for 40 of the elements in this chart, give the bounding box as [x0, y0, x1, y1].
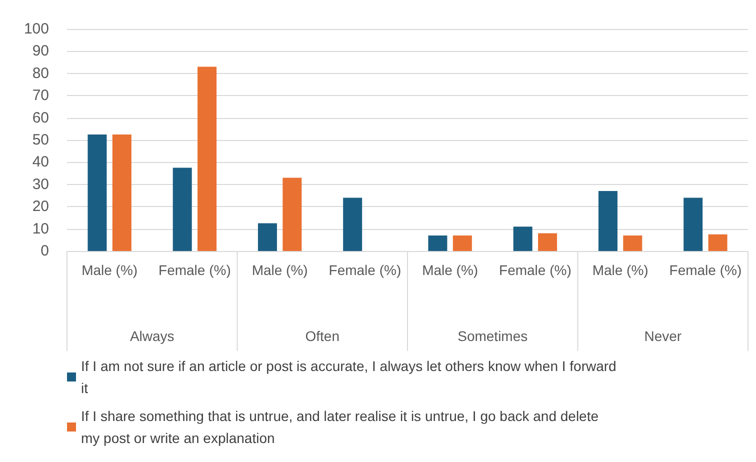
y-tick-label: 10 [32, 220, 49, 238]
y-tick-label: 80 [32, 64, 49, 82]
x-tick-label: Female (%) [158, 262, 231, 278]
y-tick-label: 100 [24, 20, 49, 38]
y-tick-label: 50 [32, 132, 49, 148]
bar [172, 168, 192, 251]
bar [513, 226, 532, 251]
bar [88, 134, 107, 251]
bar [282, 178, 302, 251]
y-tick-label: 60 [32, 109, 49, 126]
x-tick-label: Male (%) [592, 262, 648, 278]
text: Always [130, 328, 174, 344]
x-tick-label: Male (%) [252, 262, 308, 278]
legend-label: If I am not sure if an article or post is accurate, I always let others know when I forward it [81, 358, 620, 396]
bar [452, 235, 472, 251]
text: Often [305, 328, 340, 344]
legend-label: If I share something that is untrue, and later realise it is untrue, I go back and delete my post or write an explanation [81, 408, 602, 446]
bar [198, 66, 217, 251]
x-tick-label: Female (%) [669, 262, 742, 278]
y-tick-label: 70 [32, 87, 49, 104]
bar [598, 191, 618, 251]
bar [258, 223, 277, 251]
bar [708, 234, 728, 251]
x-tick-label: Female (%) [499, 262, 572, 278]
x-tick-label: Male (%) [82, 262, 138, 278]
bar [538, 233, 558, 251]
bar [343, 198, 362, 251]
bar [684, 198, 703, 251]
y-tick-label: 20 [32, 198, 49, 216]
x-tick-label: Female (%) [328, 262, 402, 278]
x-tick-label: Male (%) [422, 262, 478, 278]
text: Never [644, 328, 682, 344]
bar [112, 134, 132, 251]
y-tick-label: 90 [32, 42, 49, 60]
bar [623, 235, 642, 251]
y-tick-label: 0 [40, 242, 49, 260]
text: Sometimes [458, 328, 528, 344]
y-tick-label: 30 [32, 176, 49, 193]
bar [428, 235, 448, 251]
y-tick-label: 40 [32, 154, 49, 171]
